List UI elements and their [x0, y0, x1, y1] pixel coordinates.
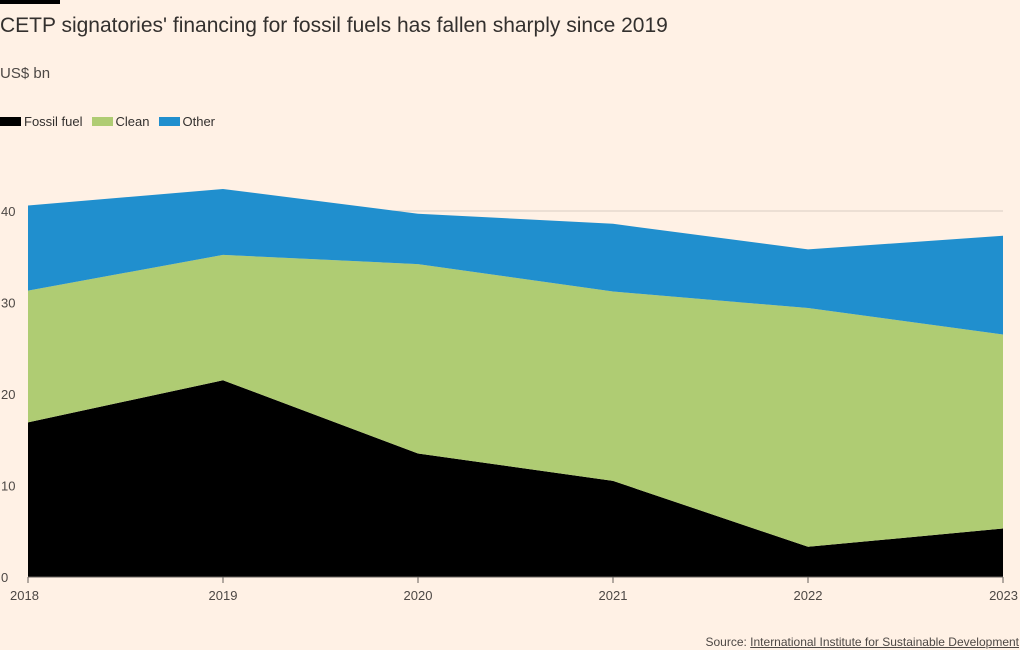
legend-swatch-fossil-fuel	[0, 117, 21, 126]
chart-legend: Fossil fuel Clean Other	[0, 114, 224, 129]
x-tick-label: 2021	[599, 588, 628, 603]
legend-label-fossil-fuel: Fossil fuel	[24, 114, 83, 129]
chart-title: CETP signatories' financing for fossil f…	[0, 14, 668, 37]
legend-swatch-clean	[91, 117, 113, 126]
legend-item-fossil-fuel: Fossil fuel	[0, 114, 83, 129]
stacked-area-chart: 0 10 20 30 40 2018 2019 2020 2021 2022 2023	[1, 189, 1018, 603]
legend-swatch-other	[158, 117, 180, 126]
y-tick-label: 30	[1, 296, 15, 311]
x-tick-label: 2023	[989, 588, 1018, 603]
source-link[interactable]: International Institute for Sustainable …	[750, 635, 1019, 649]
x-tick-label: 2019	[209, 588, 238, 603]
source-note: Source: International Institute for Sust…	[705, 635, 1019, 649]
legend-label-other: Other	[182, 114, 216, 129]
y-tick-label: 20	[1, 387, 15, 402]
chart-unit-label: US$ bn	[0, 65, 51, 82]
legend-item-clean: Clean	[91, 114, 150, 129]
source-prefix: Source:	[705, 635, 751, 649]
area-other	[28, 189, 1003, 335]
brand-accent-bar	[0, 0, 60, 4]
x-tick-label: 2018	[10, 588, 39, 603]
legend-label-clean: Clean	[115, 114, 150, 129]
y-tick-label: 0	[1, 570, 8, 585]
x-tick-label: 2022	[794, 588, 823, 603]
y-tick-label: 40	[1, 204, 15, 219]
y-tick-label: 10	[1, 479, 15, 494]
x-tick-label: 2020	[404, 588, 433, 603]
area-fossil-fuel	[28, 380, 1003, 577]
area-clean	[28, 254, 1003, 547]
legend-item-other: Other	[158, 114, 216, 129]
